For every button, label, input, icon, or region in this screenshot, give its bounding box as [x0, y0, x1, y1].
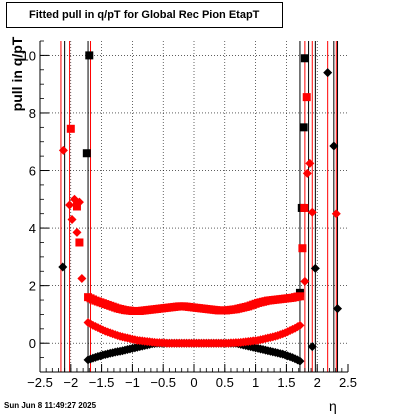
chart-title: Fitted pull in q/pT for Global Rec Pion … — [6, 2, 283, 28]
x-tick-label: 0 — [190, 375, 197, 390]
data-point-diamond — [72, 227, 82, 237]
data-point-square — [298, 244, 307, 253]
data-point-diamond — [310, 263, 320, 273]
data-point-square — [85, 51, 94, 60]
x-tick-label: −1 — [125, 375, 140, 390]
data-point-diamond — [58, 262, 68, 272]
data-point-diamond — [329, 141, 339, 151]
date-stamp: Sun Jun 8 11:49:27 2025 — [4, 401, 97, 410]
x-tick-label: 1 — [252, 375, 259, 390]
data-point-diamond — [331, 209, 341, 219]
data-point-square — [72, 202, 81, 211]
x-tick-label: 2.5 — [339, 375, 357, 390]
data-point-diamond — [307, 207, 317, 217]
data-point-square — [300, 203, 309, 212]
x-tick-label: −2.5 — [27, 375, 53, 390]
data-point-diamond — [295, 356, 305, 366]
data-point-square — [300, 54, 309, 63]
data-point-diamond — [295, 320, 305, 330]
data-point-diamond — [67, 214, 77, 224]
y-tick-label: 4 — [29, 221, 36, 236]
data-point-square — [75, 238, 84, 247]
data-point-diamond — [77, 273, 87, 283]
y-tick-label: 6 — [29, 164, 36, 179]
y-tick-label: 10 — [22, 48, 36, 63]
data-point-diamond — [302, 168, 312, 178]
data-point-square — [299, 123, 308, 132]
data-point-square — [82, 149, 91, 158]
data-point-diamond — [307, 342, 317, 352]
x-tick-label: −2 — [63, 375, 78, 390]
x-tick-label: 1.5 — [277, 375, 295, 390]
x-tick-label: −1.5 — [89, 375, 115, 390]
y-tick-label: 0 — [29, 336, 36, 351]
data-point-diamond — [58, 145, 68, 155]
x-tick-label: −0.5 — [150, 375, 176, 390]
data-point-diamond — [65, 200, 75, 210]
y-axis-label: pull in q/pT — [9, 36, 25, 112]
x-axis-label: η — [329, 398, 337, 414]
data-point-diamond — [305, 158, 315, 168]
data-point-diamond — [74, 197, 84, 207]
data-point-square — [302, 93, 311, 102]
data-point-square — [66, 124, 75, 133]
x-tick-label: 0.5 — [216, 375, 234, 390]
data-point-square — [295, 292, 304, 301]
y-tick-label: 2 — [29, 279, 36, 294]
data-point-diamond — [333, 304, 343, 314]
data-point-diamond — [323, 68, 333, 78]
data-point-diamond — [300, 276, 310, 286]
x-tick-label: 2 — [314, 375, 321, 390]
y-tick-label: 8 — [29, 106, 36, 121]
